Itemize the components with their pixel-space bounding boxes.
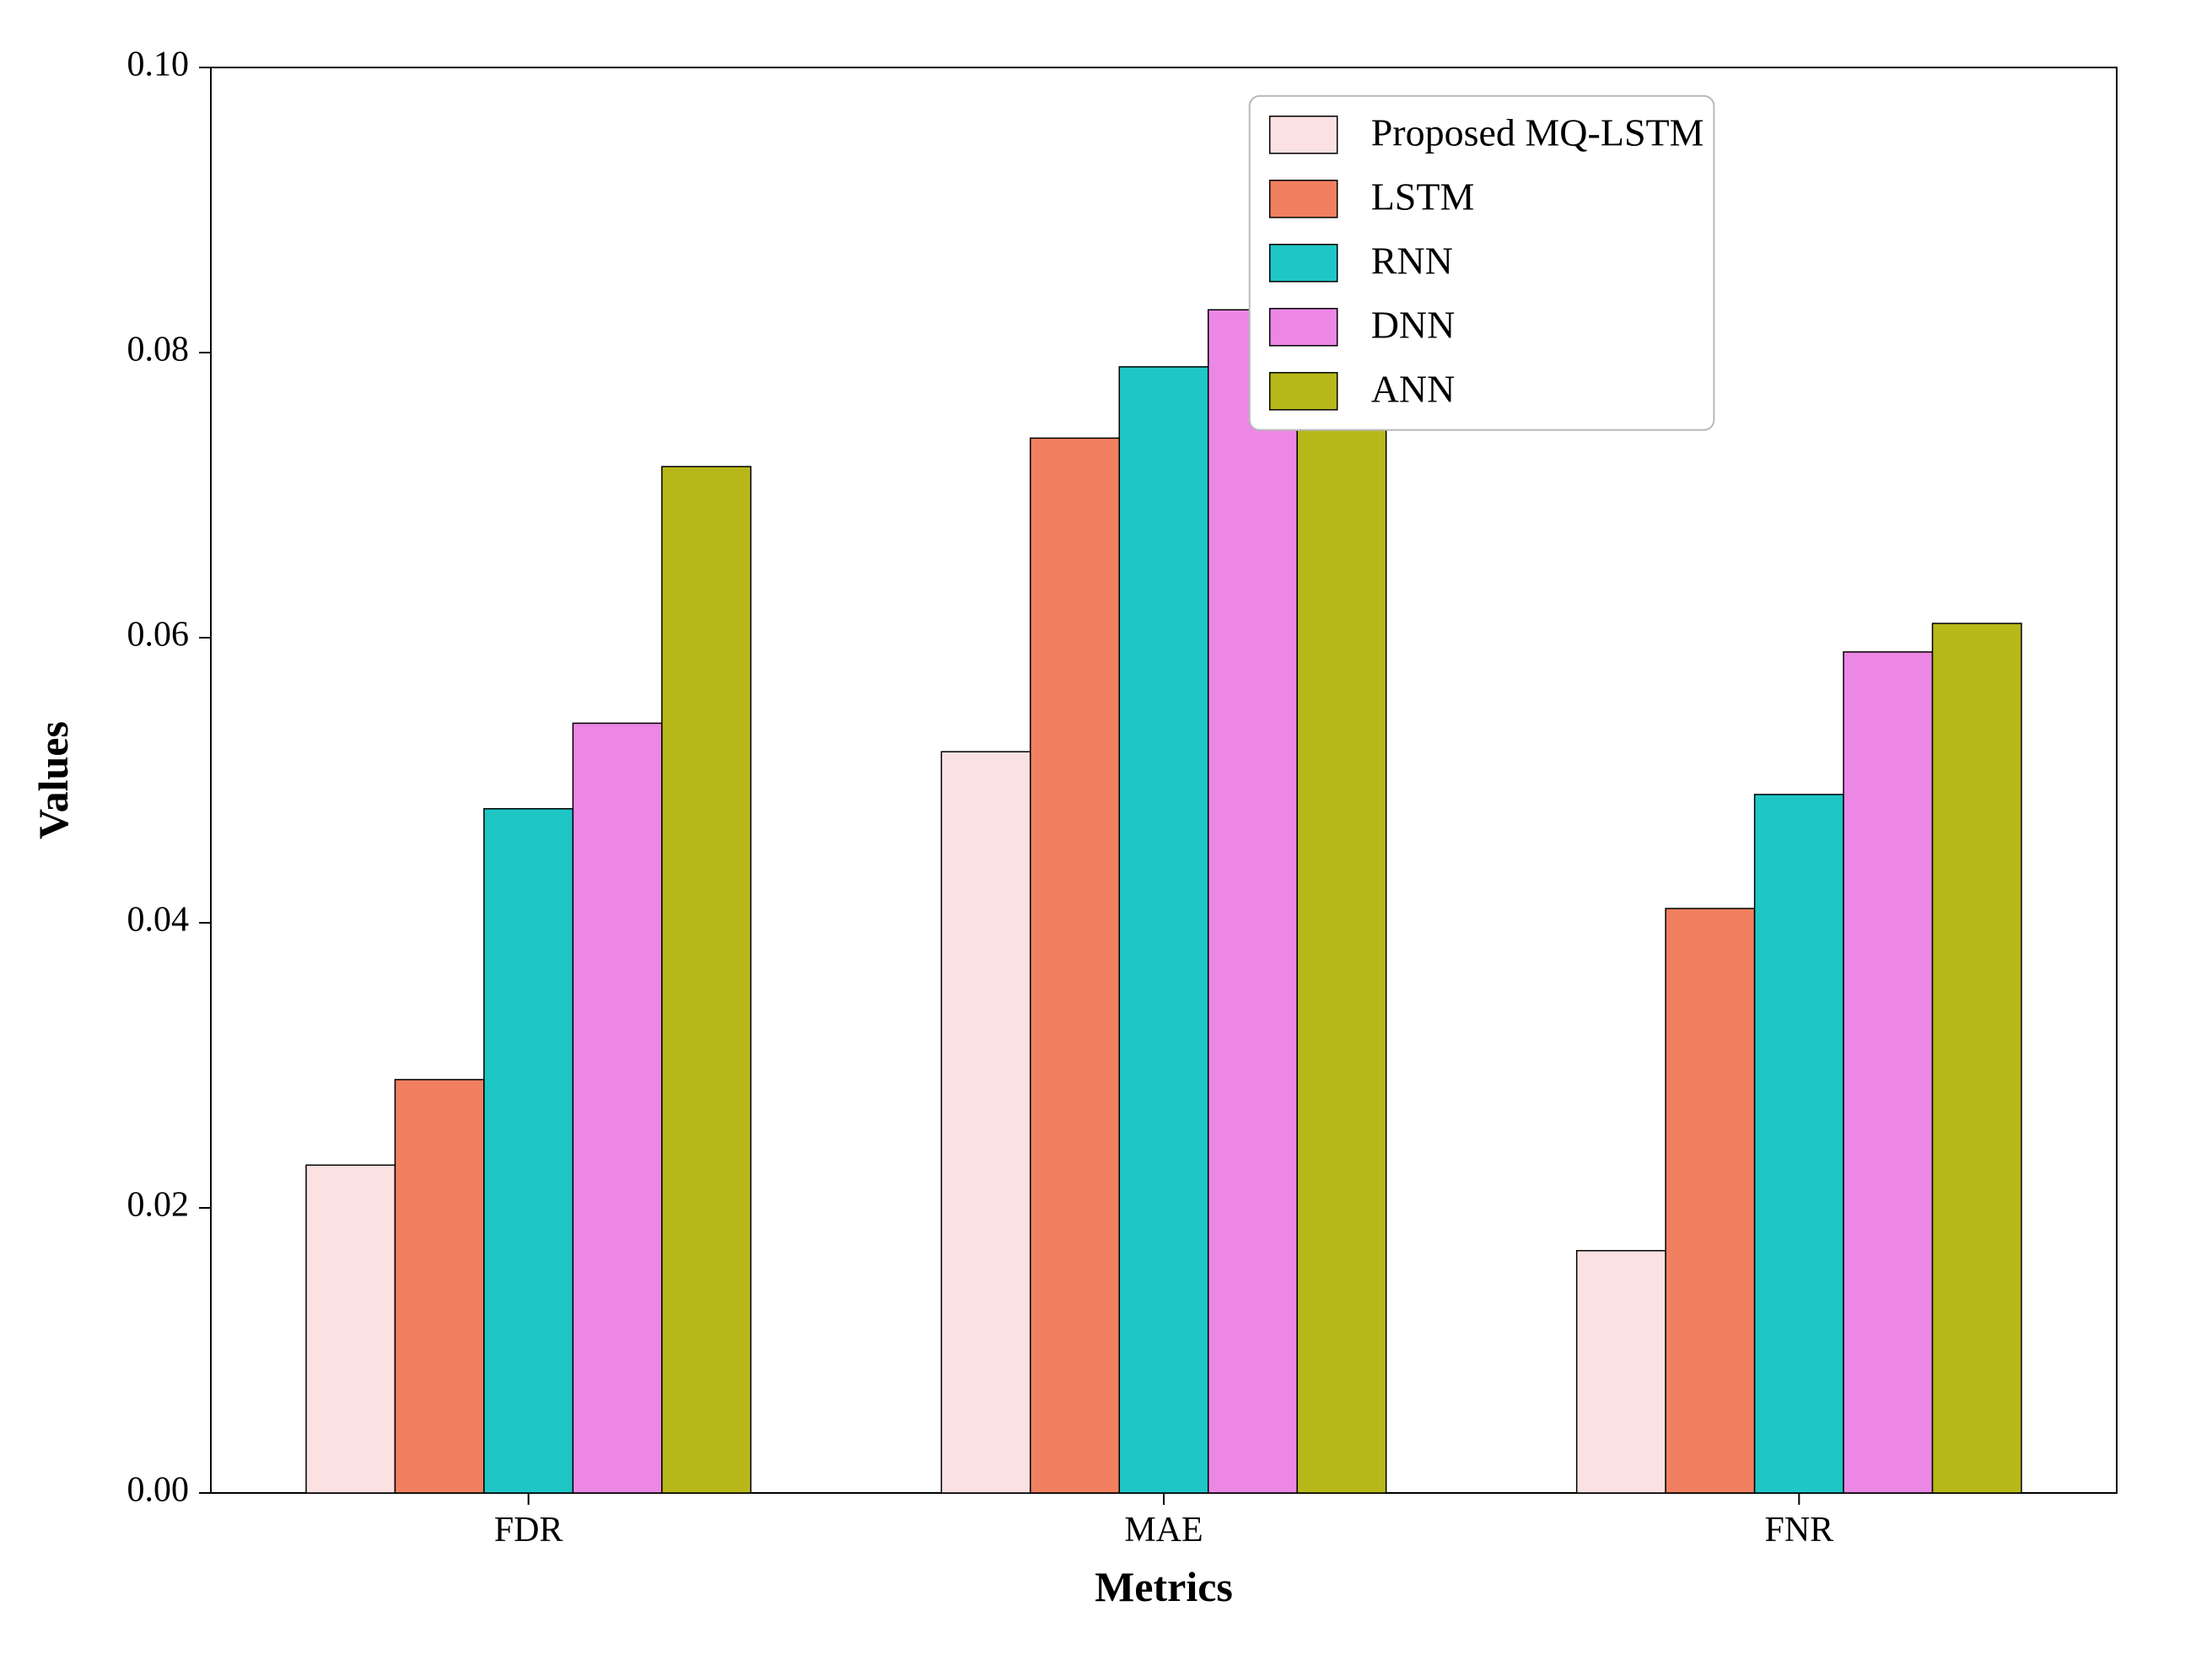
x-tick-label: FNR — [1764, 1511, 1833, 1550]
bar — [1208, 310, 1297, 1493]
legend-swatch — [1270, 181, 1337, 218]
bar — [484, 809, 573, 1493]
bar — [306, 1165, 395, 1493]
bar — [941, 752, 1030, 1493]
legend: Proposed MQ-LSTM LSTM RNN DNN ANN — [1250, 96, 1714, 430]
x-tick-label: FDR — [494, 1511, 563, 1550]
bar — [395, 1080, 483, 1493]
bar — [1119, 367, 1208, 1493]
bar — [1666, 908, 1754, 1493]
y-tick-label: 0.10 — [127, 46, 190, 84]
bar — [1577, 1251, 1666, 1493]
bar — [1755, 795, 1843, 1493]
legend-swatch — [1270, 373, 1337, 410]
legend-label: Proposed MQ-LSTM — [1371, 110, 1704, 154]
legend-swatch — [1270, 309, 1337, 346]
legend-swatch — [1270, 116, 1337, 154]
y-axis-title: Values — [30, 721, 77, 839]
legend-label: DNN — [1371, 303, 1456, 346]
bar — [1843, 652, 1932, 1493]
y-tick-label: 0.04 — [127, 901, 190, 940]
chart-container: 0.00 0.02 0.04 0.06 0.08 0.10 Values FDR MAE FNR M… — [0, 0, 2212, 1660]
legend-label: RNN — [1371, 239, 1453, 282]
y-tick-label: 0.08 — [127, 331, 190, 369]
bar — [573, 723, 661, 1493]
legend-label: ANN — [1371, 367, 1456, 410]
legend-swatch — [1270, 245, 1337, 282]
bar-chart: 0.00 0.02 0.04 0.06 0.08 0.10 Values FDR MAE FNR M… — [0, 0, 2212, 1660]
x-axis-title: Metrics — [1095, 1563, 1233, 1610]
bar — [1933, 623, 2021, 1493]
bar — [662, 466, 751, 1493]
x-tick-label: MAE — [1124, 1511, 1203, 1550]
legend-label: LSTM — [1371, 175, 1475, 218]
y-tick-label: 0.02 — [127, 1186, 190, 1225]
bar — [1031, 438, 1119, 1493]
y-tick-label: 0.00 — [127, 1471, 190, 1510]
y-tick-label: 0.06 — [127, 616, 190, 655]
